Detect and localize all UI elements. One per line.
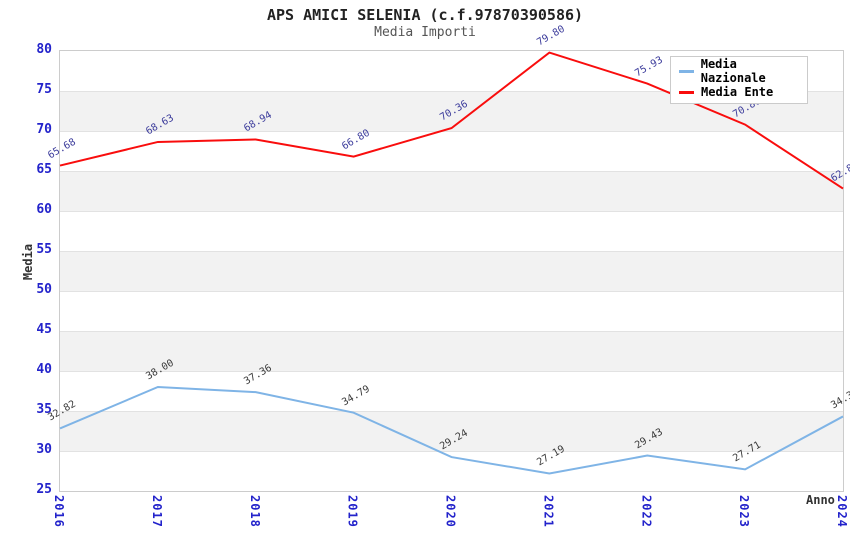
x-axis-tick-label: 2016 [52, 495, 66, 528]
y-axis-tick-label: 65 [36, 162, 52, 177]
series-lines [59, 51, 844, 475]
legend-label-media-nazionale: Media Nazionale [700, 57, 766, 85]
x-axis-tick-label: 2024 [835, 495, 849, 528]
series-line-media-ente [59, 51, 844, 190]
y-axis-tick-label: 75 [36, 82, 52, 97]
plot-area: 32.82 38.00 37.36 34.79 29.24 27.19 29.43 27.71… [46, 23, 850, 492]
y-axis-tick-label: 60 [36, 202, 52, 217]
grid-band [60, 411, 843, 451]
grid-band [60, 371, 843, 411]
y-axis-tick-label: 25 [36, 482, 52, 497]
y-axis-tick-label: 50 [36, 282, 52, 297]
x-axis-title: Anno [806, 493, 835, 507]
x-axis-tick-label: 2022 [639, 495, 654, 528]
series-line-media-nazionale [59, 385, 844, 475]
grid-band [60, 331, 843, 371]
y-axis-tick-label: 30 [36, 442, 52, 457]
y-axis-tick-label: 70 [36, 122, 52, 137]
legend-item-media-nazionale: Media Nazionale [671, 57, 807, 85]
y-axis-tick-label: 40 [36, 362, 52, 377]
y-axis-tick-label: 80 [36, 42, 52, 57]
x-axis-tick-label: 2017 [149, 495, 164, 528]
legend-swatch-media-nazionale-icon [679, 69, 694, 73]
x-axis-tick-label: 2023 [737, 495, 752, 528]
grid-band [60, 451, 843, 491]
grid-band [60, 211, 843, 251]
x-axis-tick-label: 2019 [345, 495, 360, 528]
chart-subtitle: Media Importi [374, 25, 476, 40]
legend-swatch-media-ente-icon [679, 90, 694, 94]
grid-band [60, 131, 843, 171]
legend-label-media-ente: Media Ente [701, 85, 774, 99]
chart-title: APS AMICI SELENIA (c.f.97870390586) [266, 6, 584, 24]
grid-band [60, 251, 843, 291]
y-axis-tick-label: 35 [36, 402, 52, 417]
x-axis-tick-label: 2018 [247, 495, 262, 528]
y-axis-tick-label: 45 [36, 322, 52, 337]
legend-item-media-ente: Media Ente [671, 82, 773, 102]
x-axis-tick-label: 2020 [443, 495, 458, 528]
x-axis-tick-label: 2021 [541, 495, 556, 528]
grid-band [60, 171, 843, 211]
y-axis-tick-label: 55 [36, 242, 52, 257]
legend: Media Nazionale Media Ente [670, 56, 808, 104]
grid-band [60, 291, 843, 331]
